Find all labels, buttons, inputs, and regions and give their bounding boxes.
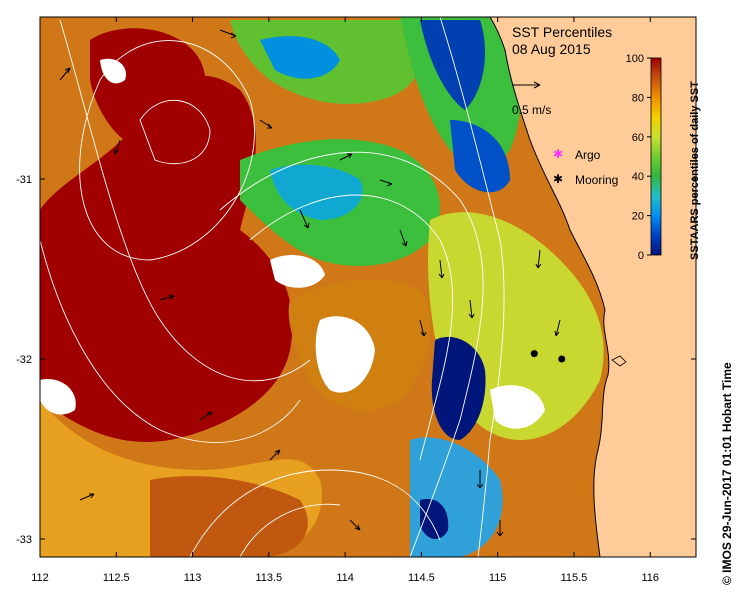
imos-credit: © IMOS 29-Jun-2017 01:01 Hobart Time bbox=[720, 362, 734, 585]
x-tick-label: 115 bbox=[489, 572, 507, 584]
land-mass bbox=[489, 17, 696, 557]
colorbar-ticks: 0 20 40 60 80 100 bbox=[626, 53, 651, 262]
y-tick-label: -33 bbox=[16, 534, 32, 546]
contour-line bbox=[249, 194, 454, 461]
contour-line bbox=[439, 17, 505, 557]
cloud-mask-coastal bbox=[490, 385, 545, 429]
current-arrow bbox=[219, 29, 237, 39]
contour-line bbox=[189, 469, 441, 557]
cloud-mask-west bbox=[270, 255, 325, 288]
x-tick-label: 115.5 bbox=[561, 572, 588, 584]
x-tick-label: 113 bbox=[184, 572, 202, 584]
contour-line bbox=[59, 19, 311, 382]
cloud-mask-northwest bbox=[100, 58, 126, 84]
current-arrow bbox=[468, 299, 475, 319]
x-tick-label: 112 bbox=[31, 572, 49, 584]
coastal-blue-mid bbox=[450, 120, 510, 193]
current-arrow bbox=[199, 411, 213, 421]
velocity-scale-label: 0.5 m/s bbox=[512, 103, 551, 117]
mooring-marker-icon: ✱ bbox=[553, 172, 563, 186]
warm-eddy-region bbox=[40, 75, 293, 442]
x-tick-label: 113.5 bbox=[255, 572, 282, 584]
mooring-markers bbox=[530, 350, 566, 363]
current-arrow bbox=[419, 319, 427, 337]
sst-map-area bbox=[40, 17, 696, 557]
dark-orange-patch-south bbox=[150, 476, 308, 557]
current-arrow bbox=[554, 319, 561, 337]
contour-line bbox=[139, 99, 211, 165]
current-arrow bbox=[399, 229, 408, 247]
cloud-mask-center bbox=[315, 316, 375, 393]
contour-line bbox=[79, 40, 255, 261]
mooring-marker bbox=[558, 355, 566, 363]
colorbar-tick-label: 80 bbox=[632, 92, 644, 104]
contour-line bbox=[239, 503, 341, 557]
map-title: SST Percentiles bbox=[512, 24, 612, 40]
current-arrow bbox=[159, 294, 175, 301]
x-tick-label: 114 bbox=[336, 572, 354, 584]
current-arrow bbox=[59, 67, 71, 81]
cyan-region-center bbox=[270, 164, 363, 220]
current-arrow bbox=[349, 519, 361, 531]
colorbar-tick-label: 40 bbox=[632, 171, 644, 183]
current-arrow bbox=[259, 119, 273, 129]
current-arrow bbox=[476, 470, 484, 489]
current-arrow bbox=[79, 493, 95, 501]
current-arrow bbox=[379, 179, 393, 187]
contour-line bbox=[219, 151, 484, 557]
map-frame bbox=[39, 16, 697, 558]
current-arrow bbox=[269, 449, 281, 461]
y-tick-label: -31 bbox=[16, 174, 32, 186]
y-tick-label: -32 bbox=[16, 354, 32, 366]
map-date: 08 Aug 2015 bbox=[512, 41, 591, 57]
colorbar bbox=[650, 57, 662, 256]
x-axis: 112 112.5 113 113.5 114 114.5 115 115.5 116 bbox=[31, 17, 659, 584]
x-tick-label: 114.5 bbox=[408, 572, 435, 584]
contour-line bbox=[40, 239, 301, 443]
current-arrow bbox=[339, 153, 353, 161]
deep-blue-patch-south bbox=[420, 499, 449, 540]
current-arrow bbox=[496, 520, 504, 537]
colorbar-tick-label: 0 bbox=[638, 250, 644, 262]
colorbar-tick-label: 20 bbox=[632, 211, 644, 223]
argo-marker-icon: ✱ bbox=[553, 147, 563, 161]
velocity-scale-arrow bbox=[512, 81, 541, 89]
cloud-mask-southwest bbox=[40, 379, 76, 415]
island bbox=[611, 355, 627, 367]
colorbar-tick-label: 60 bbox=[632, 132, 644, 144]
colorbar-label: SSTAARS percentiles of daily SST bbox=[689, 81, 701, 260]
argo-legend-label: Argo bbox=[575, 148, 601, 162]
mooring-legend-label: Mooring bbox=[575, 173, 618, 187]
current-vectors bbox=[59, 29, 561, 537]
x-tick-label: 116 bbox=[641, 572, 659, 584]
colorbar-tick-label: 100 bbox=[626, 53, 644, 65]
x-tick-label: 112.5 bbox=[103, 572, 130, 584]
current-arrow bbox=[299, 209, 310, 229]
current-arrow bbox=[113, 139, 121, 155]
current-arrow bbox=[535, 249, 542, 269]
current-arrow bbox=[438, 259, 445, 279]
blue-patch-north bbox=[260, 36, 340, 79]
y-axis: -31 -32 -33 bbox=[16, 174, 696, 546]
sea-level-contours bbox=[40, 17, 505, 557]
mooring-marker bbox=[530, 350, 538, 358]
coastal-blue-north bbox=[420, 20, 485, 110]
